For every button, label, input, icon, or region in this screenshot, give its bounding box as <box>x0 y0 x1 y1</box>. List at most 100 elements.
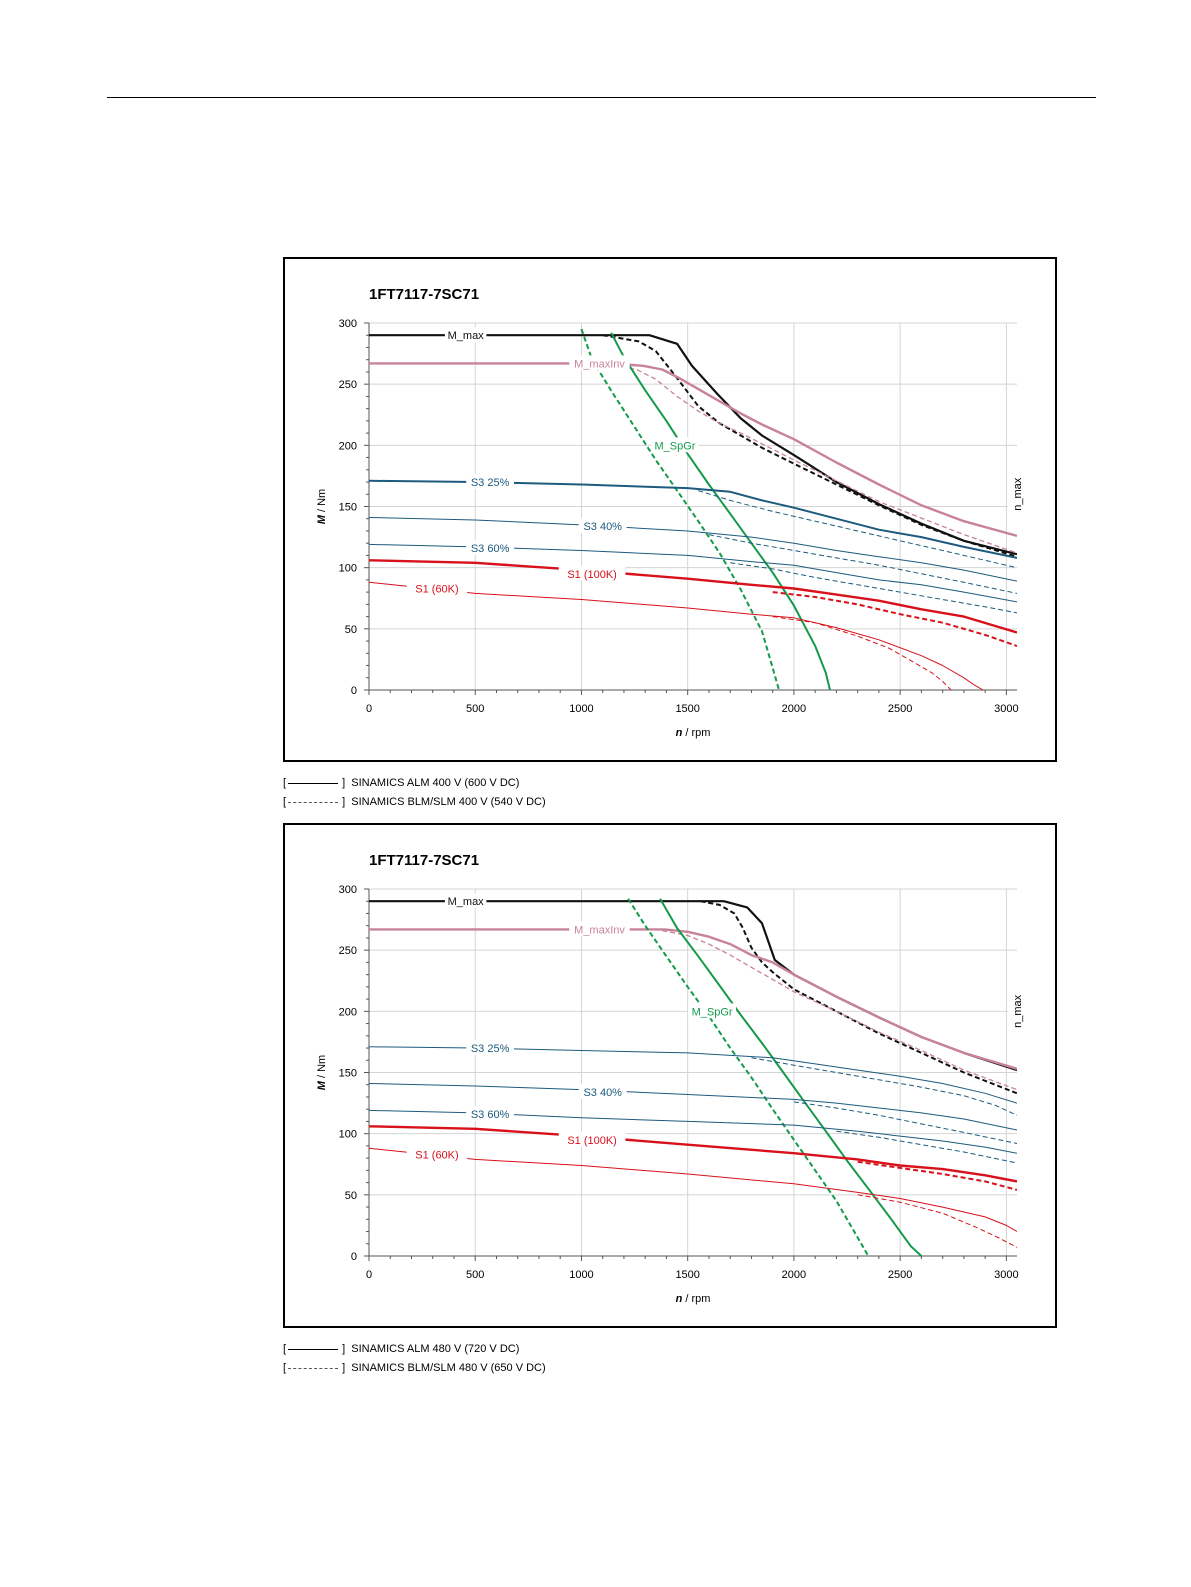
chart-title: 1FT7117-7SC71 <box>369 286 479 303</box>
x-tick-label: 2500 <box>888 703 912 715</box>
series-line-14 <box>369 1147 1017 1232</box>
series-group <box>369 328 1017 690</box>
series-line-7 <box>698 490 1017 569</box>
series-line-11 <box>730 562 1017 614</box>
solid-line-swatch <box>288 782 339 784</box>
x-tick-label: 2000 <box>782 703 806 715</box>
legend-row-solid: [] SINAMICS ALM 400 V (600 V DC) <box>283 774 546 793</box>
series-line-12 <box>369 1125 1017 1183</box>
x-tick-label: 2500 <box>888 1269 912 1281</box>
series-label-bg <box>406 1146 468 1162</box>
series-label-bg <box>569 921 630 937</box>
y-tick-label: 150 <box>339 502 357 514</box>
y-tick-label: 250 <box>339 379 357 391</box>
n-max-label: n_max <box>1012 994 1024 1028</box>
series-line-15 <box>857 1194 1017 1248</box>
y-tick-label: 250 <box>339 945 357 957</box>
y-axis-label: M / Nm <box>316 1055 328 1090</box>
y-tick-label: 0 <box>351 685 357 697</box>
series-label: M_max <box>448 896 485 908</box>
dashed-line-swatch <box>288 1367 339 1369</box>
legend-row-dashed: [] SINAMICS BLM/SLM 400 V (540 V DC) <box>283 793 546 812</box>
legend-bracket-open: [ <box>283 1343 287 1355</box>
y-tick-label: 300 <box>339 318 357 330</box>
series-line-9 <box>708 534 1017 594</box>
series-label-bg <box>444 327 487 343</box>
x-tick-label: 0 <box>366 1269 372 1281</box>
x-tick-label: 500 <box>466 1269 484 1281</box>
x-tick-label: 3000 <box>994 1269 1018 1281</box>
x-axis-label: n / rpm <box>676 1293 711 1305</box>
series-line-5 <box>627 898 870 1256</box>
series-line-0 <box>369 334 1017 556</box>
dashed-line-swatch <box>288 801 339 803</box>
series-line-7 <box>751 1057 1017 1116</box>
series-label: S3 40% <box>583 1087 622 1099</box>
x-tick-label: 1500 <box>675 1269 699 1281</box>
y-axis-label: M / Nm <box>316 489 328 524</box>
n-max-label: n_max <box>1012 477 1024 511</box>
legend-bracket-close: ] <box>342 1343 346 1355</box>
series-label: S1 (100K) <box>567 1135 617 1147</box>
series-label: S3 60% <box>471 543 510 555</box>
series-label-bg <box>466 540 515 556</box>
series-line-4 <box>610 332 831 690</box>
series-label: M_SpGr <box>692 1006 733 1018</box>
legend-bracket-close: ] <box>342 796 346 808</box>
x-axis-label: n / rpm <box>676 727 711 739</box>
series-label-bg <box>406 580 468 596</box>
legend-bracket-close: ] <box>342 777 346 789</box>
series-label-bg <box>558 1131 626 1147</box>
series-label-bg <box>569 355 630 371</box>
series-label: M_maxInv <box>574 924 625 936</box>
y-tick-label: 50 <box>345 624 357 636</box>
series-label-bg <box>578 1084 627 1100</box>
legend-bracket-open: [ <box>283 777 287 789</box>
torque-speed-chart-2: 1FT7117-7SC71 0 500 1000 1500 2000 2500 3000 0 50… <box>283 823 1057 1328</box>
series-group <box>369 898 1017 1256</box>
series-line-5 <box>580 328 780 690</box>
series-label: S3 25% <box>471 1043 510 1055</box>
y-tick-label: 50 <box>345 1190 357 1202</box>
series-line-2 <box>369 928 1017 1070</box>
series-line-12 <box>369 559 1017 634</box>
chart-1-svg: 1FT7117-7SC71 0 500 1000 1500 2000 2500 3000 0 50… <box>316 286 1026 739</box>
legend-bracket-open: [ <box>283 796 287 808</box>
y-tick-label: 200 <box>339 1006 357 1018</box>
series-line-14 <box>369 581 984 690</box>
legend-row-dashed: [] SINAMICS BLM/SLM 480 V (650 V DC) <box>283 1359 546 1378</box>
solid-line-swatch <box>288 1348 339 1350</box>
legend-text: SINAMICS ALM 480 V (720 V DC) <box>351 1343 520 1355</box>
series-line-0 <box>369 900 1017 1072</box>
series-label: S1 (100K) <box>567 569 617 581</box>
series-line-4 <box>659 898 923 1256</box>
series-label-bg <box>578 518 627 534</box>
y-tick-label: 300 <box>339 884 357 896</box>
chart-2-legend: [] SINAMICS ALM 480 V (720 V DC) [] SINA… <box>283 1340 546 1378</box>
series-label: S1 (60K) <box>415 583 458 595</box>
y-tick-label: 150 <box>339 1068 357 1080</box>
series-label: S1 (60K) <box>415 1149 458 1161</box>
series-line-1 <box>700 900 1017 1095</box>
series-line-8 <box>369 517 1017 582</box>
y-tick-label: 100 <box>339 1129 357 1141</box>
series-line-6 <box>369 1046 1017 1104</box>
series-line-1 <box>602 334 1017 558</box>
x-tick-label: 500 <box>466 703 484 715</box>
legend-text: SINAMICS ALM 400 V (600 V DC) <box>351 777 520 789</box>
series-label-bg <box>651 437 699 453</box>
series-label-bg <box>558 565 626 581</box>
series-label: M_SpGr <box>654 440 695 452</box>
series-line-2 <box>369 362 1017 538</box>
n-max-bg <box>1008 474 1026 515</box>
series-line-11 <box>836 1130 1017 1164</box>
x-tick-label: 3000 <box>994 703 1018 715</box>
legend-text: SINAMICS BLM/SLM 400 V (540 V DC) <box>351 796 546 808</box>
x-tick-label: 2000 <box>782 1269 806 1281</box>
series-label-bg <box>466 474 515 490</box>
series-label: S3 40% <box>583 521 622 533</box>
torque-speed-chart-1: 1FT7117-7SC71 0 500 1000 1500 2000 2500 3000 0 50… <box>283 257 1057 762</box>
series-line-3 <box>613 365 1017 554</box>
x-tick-label: 1000 <box>569 703 593 715</box>
legend-row-solid: [] SINAMICS ALM 480 V (720 V DC) <box>283 1340 546 1359</box>
